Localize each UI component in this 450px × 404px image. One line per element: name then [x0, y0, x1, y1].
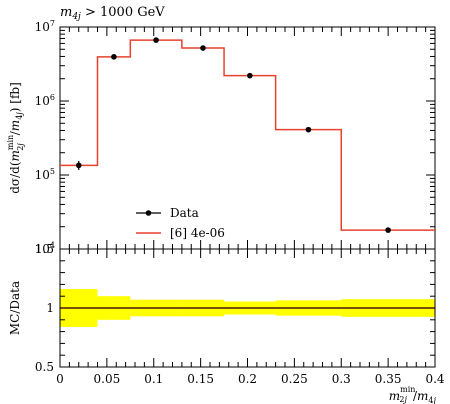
y-tick-base: 10: [35, 94, 50, 108]
x-axis-label: mmin 2j/m4j: [389, 385, 437, 404]
data-point: [111, 54, 117, 60]
x-tick-label: 0.15: [187, 372, 214, 386]
data-point: [385, 227, 391, 233]
y-tick-base: 10: [35, 242, 50, 256]
y-tick-exp: 7: [50, 19, 55, 28]
data-point: [153, 37, 159, 43]
y-tick-label: 107: [35, 19, 55, 34]
y-tick-exp: 5: [50, 167, 55, 176]
x-tick-label: 0: [56, 372, 64, 386]
legend-data-label: Data: [170, 206, 199, 220]
data-point: [200, 45, 206, 51]
title-rest: > 1000 GeV: [81, 5, 165, 20]
data-point: [75, 162, 82, 169]
y-tick-exp: 6: [50, 93, 55, 102]
x-tick-label: 0.2: [238, 372, 257, 386]
data-point: [305, 126, 312, 133]
y-tick-base: 10: [35, 20, 50, 34]
y-tick-base: 10: [35, 168, 50, 182]
y-tick-label: 106: [35, 93, 55, 108]
ratio-panel: 0.5 1 1.5 0 0.05 0.1 0.15 0.2 0.25 0.3 0.35 0.4 MC/…: [8, 242, 445, 404]
ratio-ticks: 0.5 1 1.5 0 0.05 0.1 0.15 0.2 0.25 0.3 0.35 0.4: [35, 242, 445, 386]
y-tick-exp: 4: [50, 241, 55, 250]
main-series: [60, 37, 435, 233]
x-tick-label: 0.35: [375, 372, 402, 386]
x-tick-label: 0.25: [281, 372, 308, 386]
ratio-y-tick-label: 0.5: [35, 360, 54, 374]
data-point: [247, 72, 253, 79]
x-tick-label: 0.05: [94, 372, 121, 386]
main-y-axis-label: dσ/d(mmin2j/m4j) [fb]: [6, 82, 25, 194]
title-m: m: [60, 5, 72, 20]
x-tick-label: 0.3: [332, 372, 351, 386]
legend: Data [6] 4e-06: [136, 206, 225, 240]
legend-data-marker: [145, 210, 152, 216]
ratio-y-axis-label: MC/Data: [8, 281, 22, 335]
y-tick-label: 104: [35, 241, 55, 256]
ratio-y-tick-label: 1: [46, 301, 54, 315]
mc-histogram-line: [60, 39, 435, 231]
title-sub: 4j: [71, 12, 81, 22]
x-tick-label: 0.4: [425, 372, 444, 386]
x-tick-label: 0.1: [144, 372, 163, 386]
y-tick-label: 105: [35, 167, 55, 182]
legend-mc-label: [6] 4e-06: [170, 226, 225, 240]
chart-title: m4j > 1000 GeV: [60, 5, 165, 22]
main-plot-frame: [59, 26, 436, 250]
ratio-y-tick-label: 1.5: [35, 242, 54, 256]
